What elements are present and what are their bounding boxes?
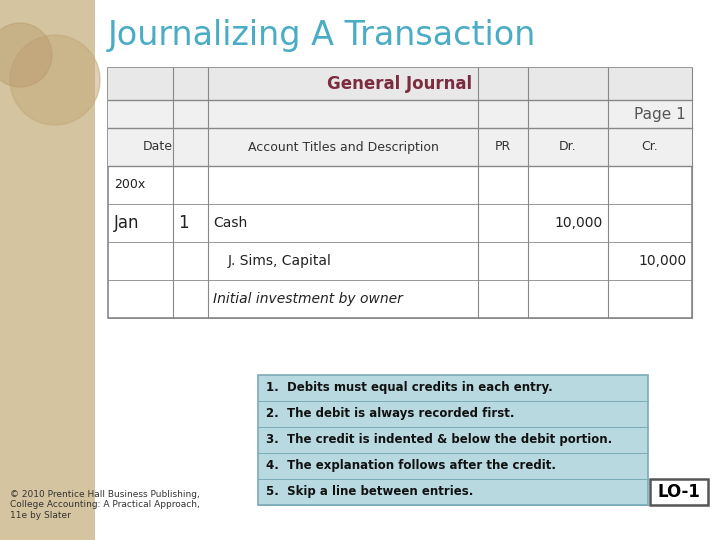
Text: Date: Date — [143, 140, 173, 153]
Text: 10,000: 10,000 — [554, 216, 603, 230]
Bar — [108, 68, 692, 318]
Text: Account Titles and Description: Account Titles and Description — [248, 140, 438, 153]
Text: LO-1: LO-1 — [657, 483, 701, 501]
Text: Page 1: Page 1 — [634, 106, 686, 122]
Text: 4.  The explanation follows after the credit.: 4. The explanation follows after the cre… — [266, 460, 556, 472]
Bar — [258, 375, 648, 505]
Text: J. Sims, Capital: J. Sims, Capital — [228, 254, 332, 268]
Text: © 2010 Prentice Hall Business Publishing,
College Accounting: A Practical Approa: © 2010 Prentice Hall Business Publishing… — [10, 490, 199, 520]
Bar — [258, 401, 648, 427]
Text: Cash: Cash — [213, 216, 247, 230]
Text: 5.  Skip a line between entries.: 5. Skip a line between entries. — [266, 485, 473, 498]
Bar — [258, 375, 648, 401]
Bar — [108, 128, 692, 166]
Text: 1: 1 — [178, 214, 189, 232]
Bar — [0, 0, 95, 540]
Text: PR: PR — [495, 140, 511, 153]
Text: Jan: Jan — [114, 214, 140, 232]
Bar — [650, 479, 708, 505]
Bar — [258, 453, 648, 479]
Text: Initial investment by owner: Initial investment by owner — [213, 292, 403, 306]
Text: Cr.: Cr. — [642, 140, 658, 153]
Text: 1.  Debits must equal credits in each entry.: 1. Debits must equal credits in each ent… — [266, 381, 553, 395]
Bar — [108, 68, 692, 100]
Circle shape — [0, 23, 52, 87]
Text: General Journal: General Journal — [328, 75, 472, 93]
Text: Journalizing A Transaction: Journalizing A Transaction — [108, 18, 536, 51]
Bar — [108, 100, 692, 128]
Bar — [258, 479, 648, 505]
Bar — [258, 427, 648, 453]
Text: 200x: 200x — [114, 179, 145, 192]
Text: 3.  The credit is indented & below the debit portion.: 3. The credit is indented & below the de… — [266, 434, 612, 447]
Text: Dr.: Dr. — [559, 140, 577, 153]
Circle shape — [10, 35, 100, 125]
Text: 2.  The debit is always recorded first.: 2. The debit is always recorded first. — [266, 408, 515, 421]
Text: 10,000: 10,000 — [639, 254, 687, 268]
